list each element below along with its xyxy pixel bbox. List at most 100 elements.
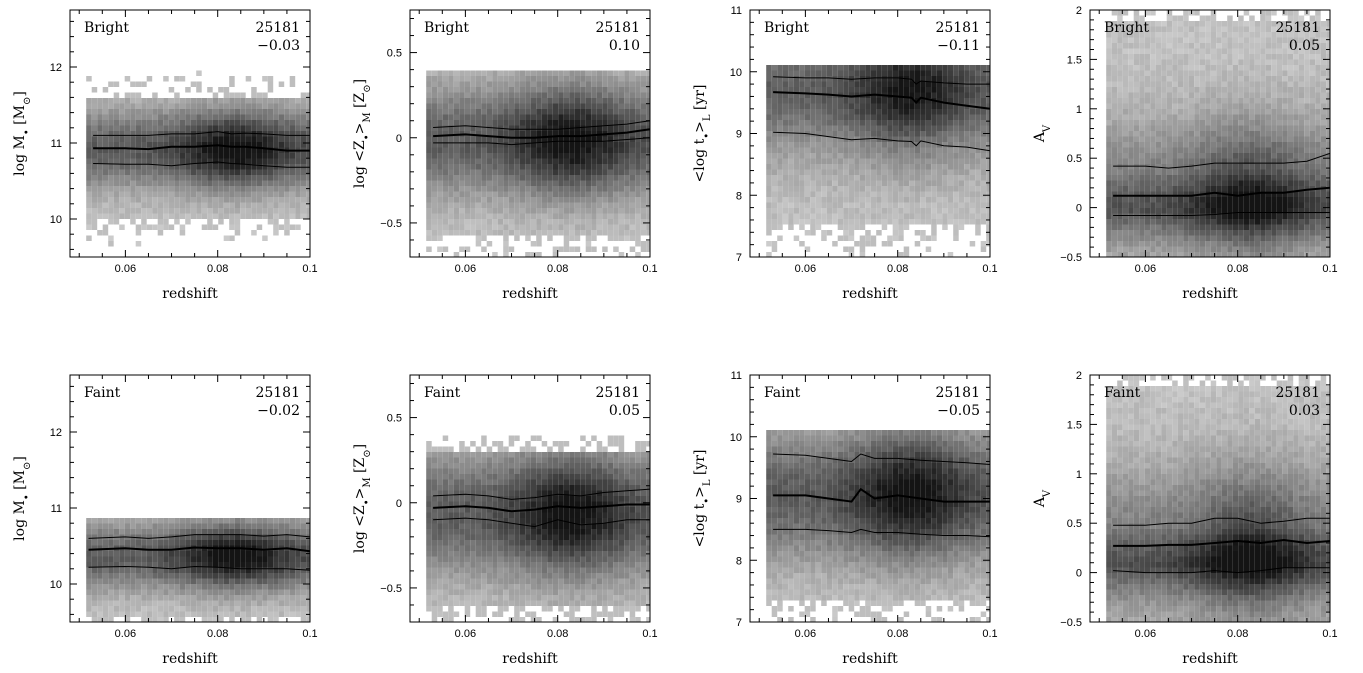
y-axis-title: log M• [M⊙]	[12, 456, 33, 541]
y-axis-title-part: [Z	[352, 458, 368, 478]
x-tick-label: 0.06	[795, 628, 816, 640]
panel-4: 0.06 0.08 0.1 −0.5 0 0.5 1 1.5 2 redshift AV Bright…	[1032, 5, 1338, 302]
curve-high	[433, 120, 650, 130]
y-axis-title-part: ⊙	[362, 84, 373, 92]
y-tick-label: 0.5	[387, 413, 402, 425]
y-tick-label: 1.5	[1067, 54, 1082, 66]
x-axis-title: redshift	[1182, 286, 1238, 302]
y-tick-label: −0.5	[380, 218, 402, 230]
x-tick-label: 0.08	[1227, 628, 1248, 640]
x-tick-label: 0.08	[207, 628, 228, 640]
y-axis-title-part: L	[702, 479, 713, 486]
y-tick-label: 10	[730, 432, 742, 444]
panel-correlation: −0.02	[257, 403, 300, 419]
panel-6: 0.06 0.08 0.1 −0.5 0 0.5 redshift log <Z•>M [Z⊙…	[352, 374, 658, 667]
density-cloud	[1106, 10, 1330, 257]
y-tick-label: −0.5	[1060, 252, 1082, 264]
curve-mid	[433, 128, 650, 139]
y-tick-label: 8	[736, 190, 742, 202]
y-tick-label: 10	[730, 67, 742, 79]
y-axis-title-part: M	[362, 112, 373, 122]
curve-mid	[433, 503, 650, 513]
y-axis-title-part: log <Z	[352, 505, 368, 553]
y-axis-title-part: A	[1032, 131, 1048, 143]
y-axis-title-part: •	[22, 129, 33, 135]
y-axis-title-part: ]	[352, 444, 368, 449]
x-tick-label: 0.08	[547, 263, 568, 275]
y-tick-label: 7	[736, 617, 742, 629]
panel-label: Bright	[764, 20, 809, 36]
y-tick-label: 12	[50, 62, 62, 74]
panel-count: 25181	[935, 20, 980, 36]
plot-frame	[1089, 9, 1331, 258]
panel-correlation: −0.11	[937, 38, 980, 54]
y-tick-label: 2	[1076, 370, 1082, 382]
curve-low	[773, 528, 990, 538]
y-axis-title-part: ⊙	[22, 97, 33, 105]
curve-mid	[1113, 186, 1330, 197]
y-axis-title-part: [yr]	[692, 85, 708, 115]
curve-high	[88, 534, 310, 539]
y-axis-title-part: log M	[12, 135, 28, 176]
y-tick-label: 0	[396, 133, 402, 145]
x-tick-label: 0.1	[982, 628, 997, 640]
y-tick-label: 0.5	[1067, 153, 1082, 165]
curve-low	[1113, 212, 1330, 216]
y-tick-label: 1.5	[1067, 419, 1082, 431]
density-cloud	[86, 518, 310, 622]
panel-7: 0.06 0.08 0.1 7 8 9 10 11 redshift <log t•>L [yr]…	[692, 370, 998, 667]
curve-low	[88, 565, 310, 571]
y-axis-title-part: >	[352, 123, 368, 135]
panel-count: 25181	[595, 385, 640, 401]
y-axis-title: <log t•>L [yr]	[692, 85, 713, 183]
y-axis-title-part: ⊙	[362, 449, 373, 457]
plot-frame	[409, 9, 651, 258]
panel-count: 25181	[255, 385, 300, 401]
y-axis-title-part: [M	[12, 105, 28, 129]
plot-frame	[409, 374, 651, 623]
curve-low	[433, 517, 650, 528]
panel-5: 0.06 0.08 0.1 10 11 12 redshift log M• [M⊙] Fain…	[12, 374, 318, 667]
y-axis-title-part: <log t	[692, 503, 708, 547]
x-tick-label: 0.06	[795, 263, 816, 275]
x-tick-label: 0.06	[1135, 263, 1156, 275]
y-axis-title-part: •	[702, 498, 713, 504]
x-axis-title: redshift	[842, 286, 898, 302]
panel-correlation: 0.03	[1289, 403, 1320, 419]
panel-3: 0.06 0.08 0.1 7 8 9 10 11 redshift <log t•>L [yr]…	[692, 5, 998, 302]
density-cloud	[1106, 375, 1330, 622]
panel-label: Bright	[1104, 20, 1149, 36]
panel-count: 25181	[1275, 385, 1320, 401]
panel-label: Bright	[84, 20, 129, 36]
y-axis-title-part: •	[362, 134, 373, 140]
density-cloud	[426, 435, 650, 622]
plot-frame	[1089, 374, 1331, 623]
y-tick-label: 11	[731, 5, 742, 17]
curve-mid	[773, 91, 990, 110]
y-axis-title-part: •	[362, 499, 373, 505]
curve-low	[1113, 567, 1330, 574]
y-axis-title-part: •	[702, 133, 713, 139]
y-axis-title-part: >	[352, 488, 368, 500]
panel-8: 0.06 0.08 0.1 −0.5 0 0.5 1 1.5 2 redshift AV Faint 2…	[1032, 370, 1338, 667]
y-tick-label: 0.5	[1067, 518, 1082, 530]
y-axis-title-part: V	[1042, 124, 1053, 133]
density-cloud	[766, 430, 990, 622]
y-tick-label: 10	[50, 214, 62, 226]
x-tick-label: 0.1	[642, 628, 657, 640]
panel-label: Faint	[424, 385, 461, 401]
x-axis-title: redshift	[162, 651, 218, 667]
x-tick-label: 0.06	[455, 628, 476, 640]
curve-high	[93, 131, 310, 136]
panel-correlation: 0.10	[609, 38, 640, 54]
x-axis-title: redshift	[162, 286, 218, 302]
y-axis-title: log M• [M⊙]	[12, 91, 33, 176]
x-tick-label: 0.1	[1322, 263, 1337, 275]
x-axis-title: redshift	[502, 286, 558, 302]
y-axis-title-part: L	[702, 114, 713, 121]
x-tick-label: 0.06	[455, 263, 476, 275]
x-tick-label: 0.08	[207, 263, 228, 275]
curve-mid	[88, 546, 310, 553]
curve-low	[433, 137, 650, 146]
